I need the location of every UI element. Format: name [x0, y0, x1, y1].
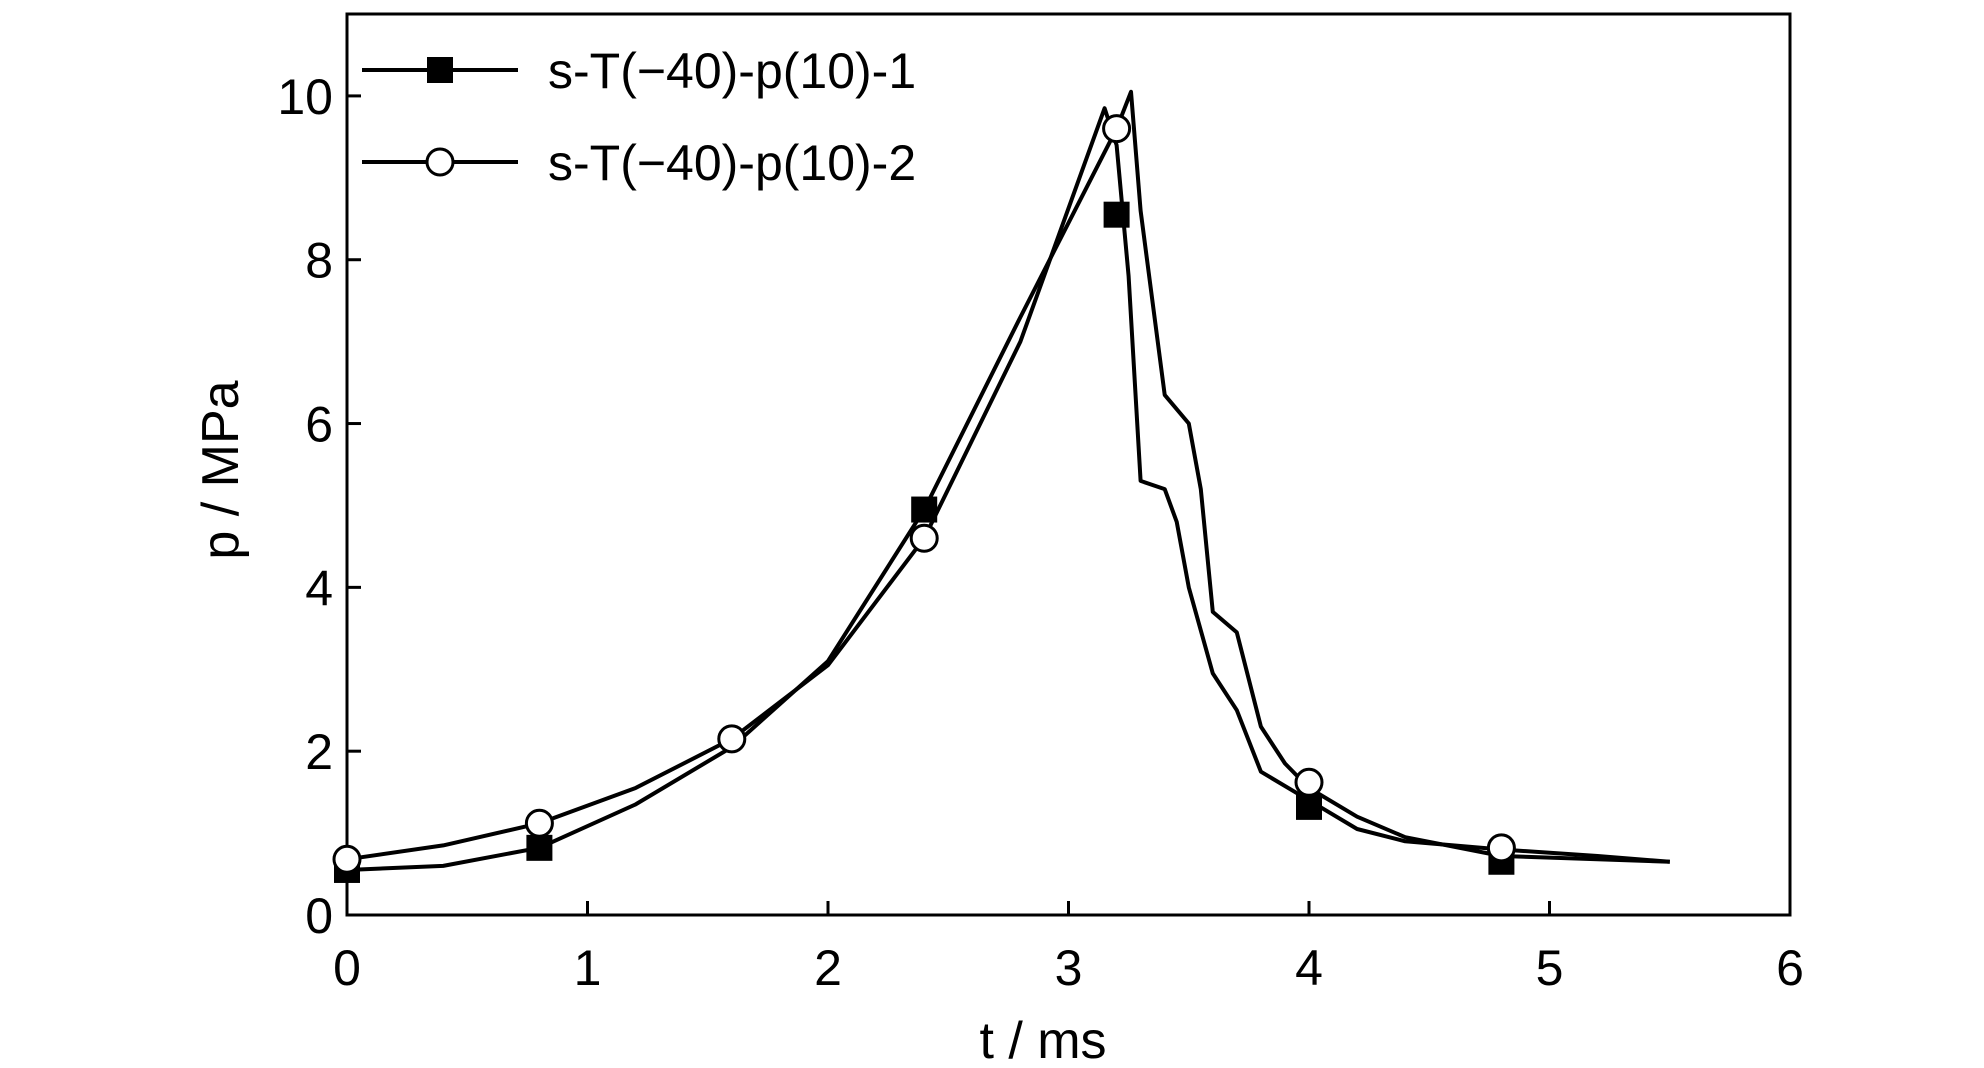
y-tick-label: 0 [305, 888, 333, 944]
series-1-data-point [526, 834, 553, 861]
series-1-data-point [911, 496, 938, 523]
y-tick-label: 10 [277, 69, 333, 125]
series-2-data-point [1486, 833, 1516, 863]
x-tick-label: 1 [574, 940, 602, 996]
legend-marker-1 [427, 57, 453, 83]
series-2-data-point [909, 523, 939, 553]
legend-marker-2 [425, 147, 455, 177]
x-tick-label: 5 [1536, 940, 1564, 996]
y-tick-label: 8 [305, 233, 333, 289]
series-2-data-point [332, 844, 362, 874]
legend-label-1: s-T(−40)-p(10)-1 [548, 43, 916, 99]
series-1-data-point [1296, 793, 1322, 820]
x-tick-label: 4 [1295, 940, 1323, 996]
x-axis-label: t / ms [979, 1012, 1106, 1063]
y-tick-label: 4 [305, 560, 333, 616]
y-tick-label: 6 [305, 397, 333, 453]
series-2-data-point [1102, 114, 1132, 144]
series-2-data-point [717, 724, 747, 754]
series-2-data-point [1294, 767, 1324, 797]
x-tick-label: 2 [814, 940, 842, 996]
series-line-1 [346, 89, 1670, 872]
x-tick-label: 6 [1776, 940, 1804, 996]
legend-label-2: s-T(−40)-p(10)-2 [548, 135, 916, 191]
series-line-2 [346, 106, 1670, 864]
series-1-data-point [1103, 201, 1130, 228]
y-tick-label: 2 [305, 724, 333, 780]
x-tick-label: 0 [333, 940, 361, 996]
x-tick-label: 3 [1055, 940, 1083, 996]
y-axis-label: p / MPa [192, 380, 250, 559]
series-2-data-point [524, 808, 554, 838]
